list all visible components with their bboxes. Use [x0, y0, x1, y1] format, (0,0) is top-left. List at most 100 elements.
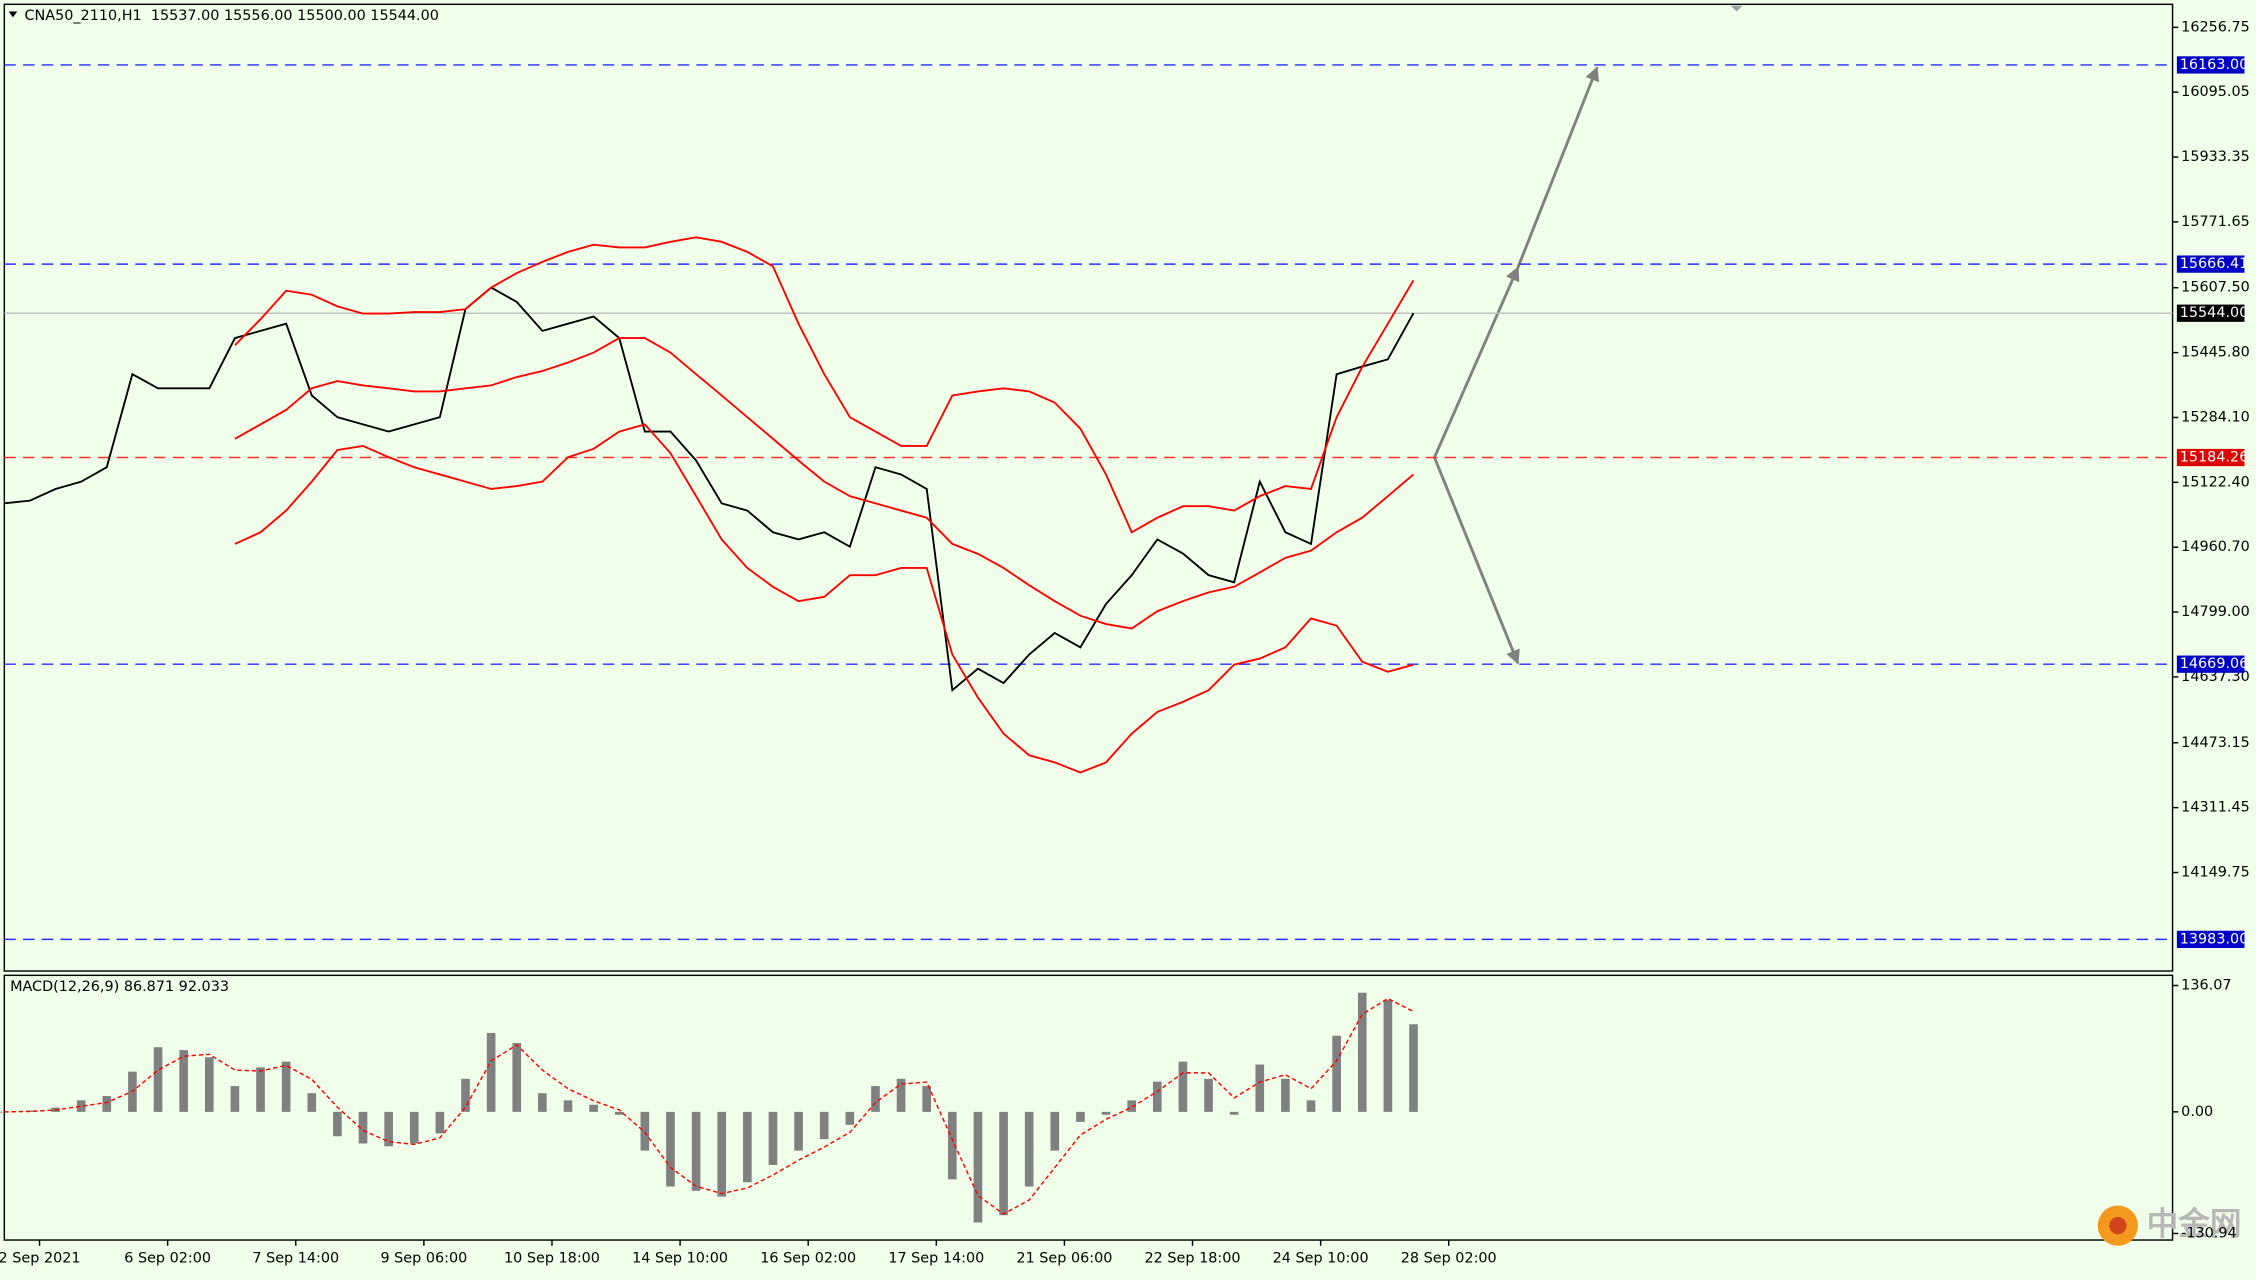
y-tick-label: 14960.70 — [2181, 539, 2250, 555]
level-label-bg — [2176, 56, 2245, 74]
histogram-bar — [1152, 1081, 1162, 1112]
histogram-bar — [1204, 1078, 1213, 1112]
signal-line — [4, 997, 1414, 1215]
logo-mark — [2109, 1217, 2127, 1235]
histogram-bar — [948, 1111, 957, 1180]
y-tick-label: -130.94 — [2181, 1225, 2237, 1241]
main-panel — [3, 3, 2174, 972]
level-label-bg — [2176, 655, 2245, 673]
x-tick-label: 21 Sep 06:00 — [1016, 1251, 1112, 1267]
macd-title: MACD(12,26,9) 86.871 92.033 — [10, 979, 229, 995]
y-tick-label: 16256.75 — [2181, 19, 2250, 35]
histogram-bar — [486, 1032, 496, 1112]
level-label: 13983.00 — [2180, 931, 2249, 947]
histogram-bar — [76, 1100, 86, 1112]
histogram-bar — [666, 1111, 675, 1187]
histogram-bar — [1101, 1111, 1111, 1115]
histogram-bar — [589, 1104, 598, 1112]
histogram-bar — [1383, 999, 1393, 1112]
band-line — [234, 423, 1414, 774]
histogram-bar — [691, 1111, 701, 1191]
macd-panel — [3, 974, 2174, 1241]
x-tick-label: 6 Sep 02:00 — [124, 1251, 211, 1267]
level-label: 15544.00 — [2180, 305, 2249, 321]
level-label-bg — [2176, 255, 2245, 273]
histogram-bar — [1332, 1035, 1341, 1112]
histogram-bar — [1178, 1061, 1188, 1112]
histogram-bar — [1229, 1111, 1239, 1115]
histogram-bar — [871, 1086, 880, 1112]
histogram-bar — [1050, 1111, 1060, 1151]
histogram-bar — [1306, 1100, 1316, 1112]
x-tick-label: 2 Sep 2021 — [0, 1251, 81, 1267]
forecast-arrows — [1433, 66, 1599, 665]
y-tick-label: 16095.05 — [2181, 84, 2250, 100]
y-tick-label: 14637.30 — [2181, 669, 2250, 685]
histogram-bar — [512, 1042, 522, 1112]
y-tick-label: 14149.75 — [2181, 864, 2250, 880]
y-tick-label: 14799.00 — [2181, 604, 2250, 620]
band-line — [234, 236, 1415, 534]
band-line — [234, 337, 1415, 630]
histogram-bar — [614, 1111, 624, 1115]
histogram-bar — [153, 1047, 163, 1112]
histogram-bar — [1255, 1064, 1265, 1112]
menu-triangle[interactable] — [8, 11, 18, 18]
histogram-bar — [819, 1111, 829, 1140]
histogram-bar — [1409, 1024, 1418, 1112]
histogram-bar — [999, 1111, 1008, 1216]
histogram-bar — [640, 1111, 650, 1151]
histogram-bar — [768, 1111, 778, 1165]
histogram-bar — [1127, 1100, 1136, 1112]
shift-marker — [1730, 5, 1743, 12]
histogram-bar — [1024, 1111, 1034, 1187]
level-label-bg — [2176, 448, 2245, 467]
x-tick-label: 22 Sep 18:00 — [1145, 1251, 1241, 1267]
level-label-bg — [2176, 304, 2245, 322]
level-label: 16163.00 — [2180, 57, 2249, 73]
x-tick-label: 16 Sep 02:00 — [760, 1251, 856, 1267]
level-label: 14669.06 — [2180, 656, 2249, 672]
histogram-bar — [1076, 1111, 1085, 1122]
y-tick-label: 15445.80 — [2181, 345, 2250, 361]
histogram-bar — [922, 1086, 932, 1112]
histogram-bar — [717, 1111, 727, 1197]
x-tick-label: 28 Sep 02:00 — [1401, 1251, 1497, 1267]
histogram-bar — [794, 1111, 803, 1151]
histogram-bar — [102, 1096, 112, 1112]
price-line — [4, 286, 1415, 693]
level-label-bg — [2176, 930, 2245, 949]
y-tick-label: 14473.15 — [2181, 735, 2250, 751]
arrow — [1433, 456, 1520, 665]
y-tick-label: 14311.45 — [2181, 800, 2250, 816]
watermark: 中金网 — [2147, 1206, 2242, 1243]
histogram-bar — [563, 1100, 573, 1112]
histogram-bar — [384, 1111, 393, 1147]
histogram-bar — [0, 1111, 9, 1113]
y-tick-label: 136.07 — [2181, 977, 2231, 993]
x-tick-label: 24 Sep 10:00 — [1273, 1251, 1369, 1267]
y-tick-label: 0.00 — [2181, 1104, 2213, 1120]
histogram-bar — [281, 1061, 291, 1112]
arrow — [1516, 66, 1599, 269]
histogram-bar — [896, 1078, 906, 1112]
histogram-bar — [333, 1111, 342, 1137]
x-tick-label: 7 Sep 14:00 — [252, 1251, 339, 1267]
histogram-bar — [743, 1111, 752, 1183]
histogram-bar — [973, 1111, 983, 1223]
histogram-bar — [204, 1057, 214, 1112]
histogram-bar — [179, 1050, 188, 1112]
histogram-bar — [256, 1067, 265, 1112]
x-tick-label: 10 Sep 18:00 — [504, 1251, 600, 1267]
chart-title: CNA50_2110,H1 15537.00 15556.00 15500.00… — [24, 8, 438, 24]
histogram-bar — [1357, 992, 1367, 1112]
histogram-bar — [230, 1086, 240, 1112]
histogram-bar — [1281, 1078, 1290, 1112]
logo: 中金网 — [2097, 1205, 2242, 1246]
arrow — [1433, 266, 1520, 459]
x-tick-label: 9 Sep 06:00 — [380, 1251, 467, 1267]
level-label: 15666.41 — [2180, 256, 2249, 272]
x-tick-label: 17 Sep 14:00 — [888, 1251, 984, 1267]
level-label: 15184.26 — [2180, 450, 2249, 466]
